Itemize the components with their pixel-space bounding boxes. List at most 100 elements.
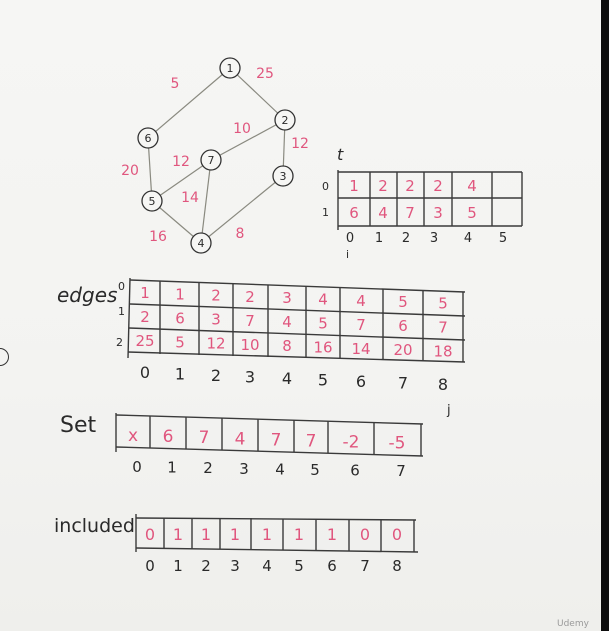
- edges-cell: 2: [245, 288, 255, 306]
- included-index-label: 4: [262, 557, 272, 575]
- graph-edge-7-4: [200, 159, 212, 244]
- set-index-label: 4: [275, 460, 285, 478]
- included-index-label: 2: [201, 557, 211, 575]
- graph-node-5: [141, 190, 163, 212]
- graph-edge-2-7: [210, 119, 286, 161]
- edges-cell: 7: [356, 316, 366, 334]
- t-col-label: 5: [499, 231, 507, 246]
- edges-col-label: 8: [438, 375, 448, 394]
- graph-node-label: 1: [227, 62, 234, 75]
- graph-edge-5-4: [151, 200, 202, 244]
- graph-edge-1-2: [229, 67, 286, 121]
- included-cell: 1: [230, 525, 240, 544]
- set-index-label: 5: [310, 461, 320, 479]
- set-index-label: 3: [239, 460, 249, 478]
- edges-pointer-j: j: [446, 403, 451, 418]
- edges-cell: 6: [398, 317, 408, 335]
- edges-cell: 16: [313, 339, 332, 357]
- edges-col-label: 0: [140, 363, 150, 382]
- t-cell: 4: [378, 204, 388, 222]
- t-row-label-1: 1: [322, 206, 329, 219]
- edges-col-label: 1: [175, 365, 185, 384]
- graph-node-label: 6: [145, 132, 152, 145]
- edges-cell: 8: [282, 337, 292, 355]
- edges-cell: 2: [211, 287, 221, 305]
- edges-cell: 25: [135, 332, 154, 350]
- edges-cell: 4: [356, 292, 366, 310]
- set-index-label: 7: [396, 462, 406, 480]
- t-pointer-i: i: [346, 248, 349, 261]
- t-cell: 6: [349, 204, 359, 222]
- edges-cell: 5: [438, 294, 448, 312]
- edges-cell: 1: [140, 284, 150, 302]
- edges-col-label: 6: [356, 372, 366, 391]
- set-cell: -5: [389, 434, 406, 454]
- edges-cell: 7: [245, 312, 255, 330]
- included-cell: 0: [145, 525, 155, 544]
- graph-edge-7-5: [151, 159, 212, 202]
- edges-col-label: 3: [245, 368, 255, 387]
- edges-cell: 12: [206, 335, 225, 353]
- edges-table-label: edges: [57, 283, 117, 307]
- edges-table: edges 0 1 2 1 1 2 2 3 4 4 5 52 6 3 7 4 5 7 6 725 5 12 10 8 16…: [57, 277, 466, 418]
- graph-node-label: 3: [280, 170, 287, 183]
- graph-edge-weight: 5: [171, 76, 180, 92]
- graph-edge-weight: 16: [149, 229, 167, 245]
- set-cell: 6: [163, 427, 174, 447]
- edges-cell: 7: [438, 318, 448, 336]
- included-cell: 1: [327, 525, 337, 544]
- included-index-label: 5: [294, 557, 304, 575]
- graph-node-label: 7: [208, 154, 215, 167]
- included-index-label: 7: [360, 557, 370, 575]
- graph-node-2: [274, 109, 296, 131]
- edges-cell: 5: [318, 315, 328, 333]
- edges-cell: 4: [318, 291, 328, 309]
- watermark-logo: Udemy: [557, 619, 590, 629]
- graph-edge-weight: 25: [256, 66, 274, 82]
- t-cell: 1: [349, 177, 359, 195]
- edges-row-label-0: 0: [118, 280, 125, 293]
- graph-edge-1-6: [147, 67, 231, 139]
- t-col-label: 3: [430, 231, 438, 246]
- edges-cell: 18: [433, 342, 452, 360]
- included-array-label: included: [54, 515, 135, 537]
- graph-edge-weight: 14: [181, 190, 199, 206]
- included-cell: 1: [201, 525, 211, 544]
- included-cell: 0: [392, 525, 402, 544]
- t-cell: 7: [405, 204, 415, 222]
- graph-edge-weight: 8: [236, 226, 245, 242]
- graph-node-4: [190, 232, 212, 254]
- edges-cell: 5: [175, 333, 185, 351]
- edges-cell: 3: [282, 289, 292, 307]
- graph-node-7: [200, 149, 222, 171]
- edges-row-label-1: 1: [118, 305, 125, 318]
- t-cell: 3: [433, 204, 443, 222]
- edges-cell: 3: [211, 311, 221, 329]
- graph-node-6: [137, 127, 159, 149]
- set-cell: x: [128, 426, 138, 446]
- edges-row-label-2: 2: [116, 336, 123, 349]
- set-cell: -2: [343, 433, 360, 453]
- t-col-label: 1: [375, 231, 383, 246]
- graph-node-1: [219, 57, 241, 79]
- graph-edge-weight: 10: [233, 121, 251, 137]
- edges-cell: 5: [398, 293, 408, 311]
- included-index-label: 0: [145, 557, 155, 575]
- edges-cell: 6: [175, 309, 185, 327]
- set-index-label: 6: [350, 462, 360, 480]
- set-index-label: 1: [167, 459, 177, 477]
- included-index-label: 1: [173, 557, 183, 575]
- edges-col-label: 5: [318, 371, 328, 390]
- graph-edge-3-4: [200, 175, 284, 244]
- set-array-label: Set: [60, 413, 97, 438]
- t-cell: 2: [378, 177, 388, 195]
- graph-edge-weight: 12: [291, 136, 309, 152]
- edges-cell: 14: [351, 340, 370, 358]
- t-table-label: t: [337, 145, 344, 164]
